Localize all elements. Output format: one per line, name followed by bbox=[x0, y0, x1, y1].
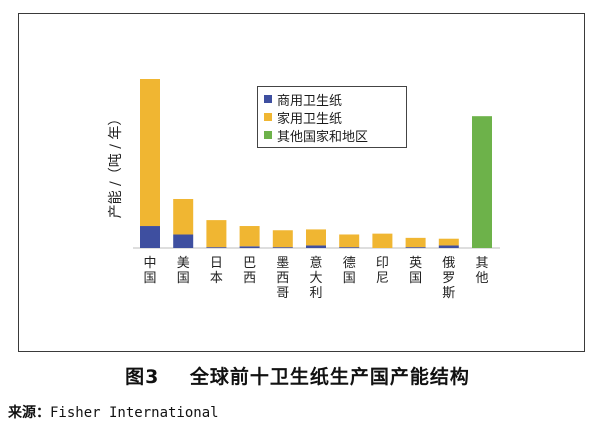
x-tick-label-10: 其他 bbox=[475, 256, 488, 286]
bar-1-2 bbox=[206, 220, 227, 248]
x-tick-label-1: 美国 bbox=[177, 256, 190, 286]
legend-label-other-regions: 其他国家和地区 bbox=[277, 129, 369, 145]
x-tick-label-5: 意大利 bbox=[309, 255, 322, 301]
x-tick-label-4: 墨西哥 bbox=[276, 256, 289, 301]
source-note: 来源：Fisher International bbox=[8, 402, 219, 422]
legend-label-commercial: 商用卫生纸 bbox=[277, 93, 343, 109]
x-tick-label-9: 俄罗斯 bbox=[442, 256, 455, 301]
bar-0-5 bbox=[306, 245, 326, 248]
bar-1-9 bbox=[438, 238, 459, 246]
source-label: 来源： bbox=[8, 405, 50, 421]
x-tick-label-0: 中国 bbox=[143, 256, 156, 286]
bar-1-8 bbox=[405, 237, 426, 248]
legend-item-other-regions: 其他国家和地区 bbox=[258, 126, 406, 145]
bar-1-5 bbox=[306, 229, 326, 246]
bar-0-0 bbox=[140, 226, 160, 248]
bar-0-9 bbox=[438, 245, 459, 248]
chart-legend: 商用卫生纸 家用卫生纸 其他国家和地区 bbox=[257, 86, 407, 148]
figure-title: 全球前十卫生纸生产国产能结构 bbox=[189, 366, 470, 388]
x-tick-label-6: 德国 bbox=[343, 256, 356, 286]
y-axis-label: 产能 /（吨 / 年） bbox=[108, 112, 124, 219]
bars-group bbox=[140, 79, 492, 249]
x-tick-label-2: 日本 bbox=[210, 256, 223, 286]
bar-2-10 bbox=[472, 116, 492, 249]
bar-0-6 bbox=[339, 247, 360, 248]
bar-1-0 bbox=[140, 79, 160, 227]
bar-0-3 bbox=[239, 246, 260, 248]
x-tick-label-3: 巴西 bbox=[243, 256, 256, 286]
bar-1-1 bbox=[173, 198, 194, 235]
legend-label-household: 家用卫生纸 bbox=[277, 111, 343, 127]
bar-1-7 bbox=[372, 233, 393, 248]
x-tick-label-8: 英国 bbox=[409, 256, 422, 286]
legend-item-household: 家用卫生纸 bbox=[258, 108, 406, 127]
figure-caption: 图3 全球前十卫生纸生产国产能结构 bbox=[0, 362, 595, 389]
legend-swatch-commercial bbox=[264, 95, 272, 103]
source-text: Fisher International bbox=[50, 405, 219, 421]
bar-1-4 bbox=[272, 230, 293, 248]
bar-0-8 bbox=[405, 247, 426, 248]
bar-1-6 bbox=[339, 234, 360, 248]
bar-1-3 bbox=[239, 226, 260, 247]
legend-swatch-other-regions bbox=[264, 131, 272, 139]
legend-item-commercial: 商用卫生纸 bbox=[258, 90, 406, 109]
x-tick-label-7: 印尼 bbox=[376, 256, 389, 286]
bar-0-1 bbox=[173, 234, 194, 248]
figure-label: 图3 bbox=[125, 366, 160, 388]
bar-0-4 bbox=[272, 247, 293, 248]
legend-swatch-household bbox=[264, 113, 272, 121]
bar-0-2 bbox=[206, 247, 227, 248]
